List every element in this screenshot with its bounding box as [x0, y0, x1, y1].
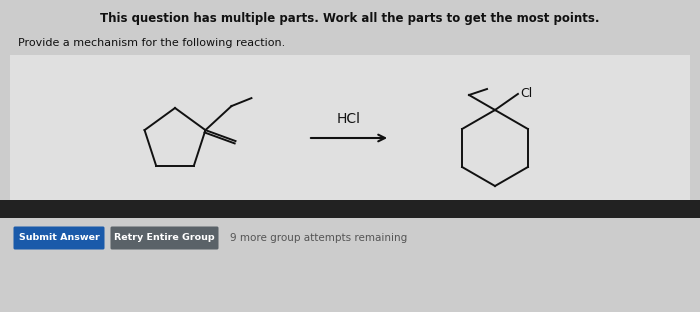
Text: This question has multiple parts. Work all the parts to get the most points.: This question has multiple parts. Work a…: [100, 12, 600, 25]
Text: Submit Answer: Submit Answer: [19, 233, 99, 242]
FancyBboxPatch shape: [111, 227, 218, 250]
Text: Provide a mechanism for the following reaction.: Provide a mechanism for the following re…: [18, 38, 286, 48]
Text: HCl: HCl: [337, 112, 361, 126]
Text: Retry Entire Group: Retry Entire Group: [113, 233, 214, 242]
Bar: [10, 55, 690, 200]
FancyBboxPatch shape: [13, 227, 104, 250]
Text: 9 more group attempts remaining: 9 more group attempts remaining: [230, 233, 407, 243]
Bar: [0, 200, 700, 218]
Text: Cl: Cl: [520, 87, 532, 100]
